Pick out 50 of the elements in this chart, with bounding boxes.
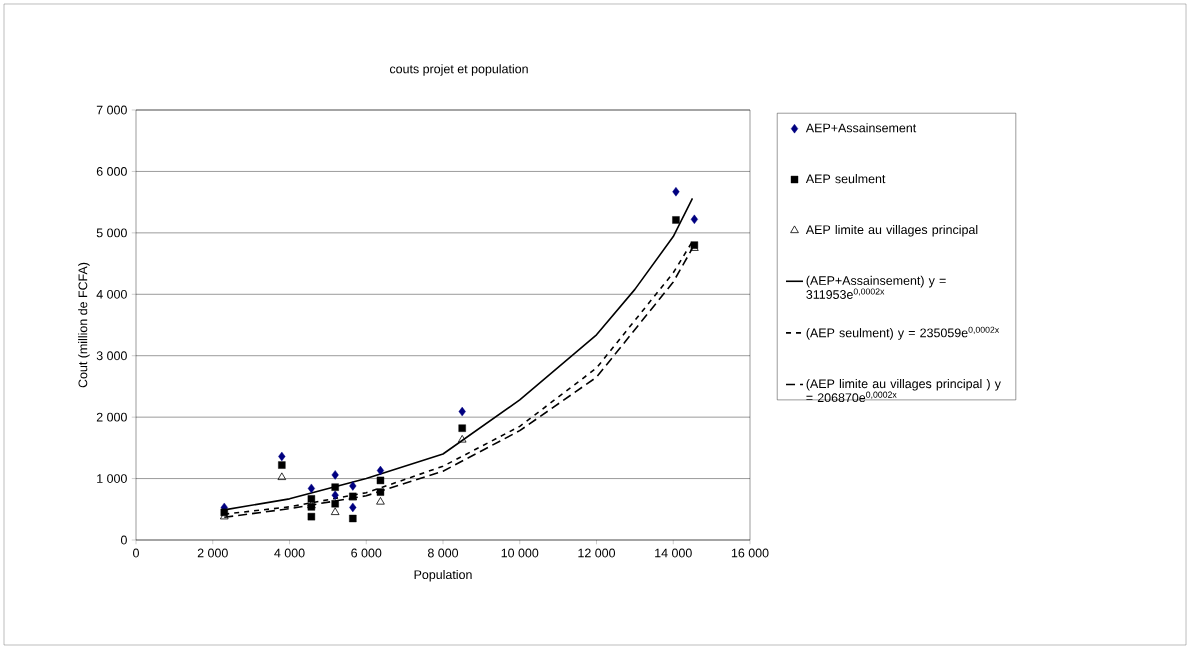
x-tick-label: 8 000 — [427, 548, 459, 558]
y-tick-label: 7 000 — [96, 105, 127, 115]
point — [672, 216, 680, 224]
x-tick-label: 10 000 — [501, 548, 539, 558]
point — [376, 476, 385, 485]
y-tick-label: 1 000 — [97, 474, 127, 483]
legend-label: (AEP+Assainsement) y = 311953e$^{0,0002x}$ — [806, 275, 946, 299]
x-tick-label: 2 000 — [197, 548, 228, 558]
y-tick-label: 2 000 — [96, 412, 127, 422]
x-tick-label: 4 000 — [274, 548, 305, 558]
point — [278, 461, 286, 469]
y-tick-label: 6 000 — [96, 167, 127, 176]
point — [458, 406, 466, 417]
point — [690, 214, 698, 225]
legend-label: (AEP limite au villages principal ) y = 206870e$^{0,0002x}$ — [806, 378, 1001, 403]
x-tick-label: 6 000 — [351, 548, 382, 558]
point — [307, 512, 316, 521]
point — [307, 483, 315, 494]
legend-label: (AEP seulment) y = 235059e$^{0,0002x}$ — [806, 326, 1000, 340]
point — [349, 502, 357, 513]
point — [457, 434, 467, 443]
legend-label: AEP limite au villages principal — [805, 224, 978, 237]
x-tick-label: 16 000 — [731, 548, 769, 558]
y-tick-label: 0 — [120, 535, 127, 545]
point — [331, 483, 339, 491]
chart-title: couts projet et population — [389, 64, 528, 76]
point — [330, 507, 340, 516]
point — [672, 187, 680, 197]
legend-label: AEP+Assainsement — [805, 123, 917, 133]
point — [331, 500, 339, 508]
point — [376, 497, 385, 505]
point — [349, 514, 357, 523]
y-tick-label: 5 000 — [96, 228, 127, 238]
point — [331, 490, 339, 500]
point — [458, 424, 466, 432]
x-tick-label: 12 000 — [578, 548, 616, 558]
x-tick-label: 14 000 — [655, 548, 692, 558]
y-tick-label: 3 000 — [96, 351, 127, 361]
point — [277, 472, 287, 480]
point — [376, 488, 385, 496]
legend-label: AEP seulment — [805, 174, 886, 184]
point — [349, 481, 357, 491]
y-tick-label: 4 000 — [96, 289, 127, 299]
y-axis-title: Cout (million de FCFA) — [78, 262, 90, 388]
point — [331, 470, 339, 480]
point — [376, 465, 385, 476]
x-axis-title: Population — [414, 569, 472, 582]
point — [307, 495, 316, 503]
x-tick-label: 0 — [133, 548, 139, 558]
point — [278, 451, 286, 462]
